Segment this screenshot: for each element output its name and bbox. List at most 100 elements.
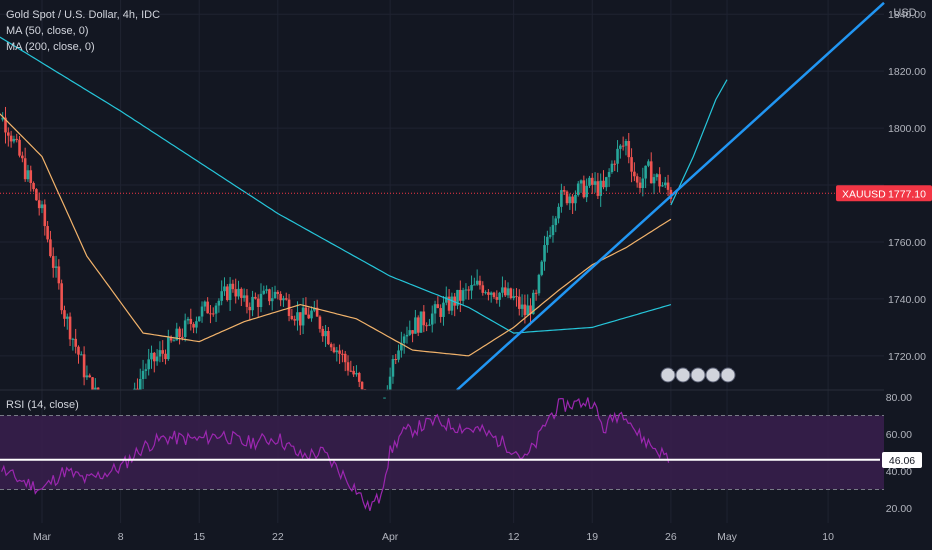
- ma200-line: [0, 36, 672, 334]
- candle-body: [590, 177, 594, 185]
- candle-body: [523, 304, 527, 316]
- candle-body: [54, 266, 58, 268]
- candle-body: [562, 190, 566, 192]
- time-tick-label: May: [717, 531, 738, 543]
- candle-body: [324, 330, 327, 337]
- candle-body: [133, 388, 136, 390]
- candle-body: [315, 307, 319, 317]
- candle-body: [346, 362, 350, 371]
- candle-body: [442, 302, 445, 317]
- price-axis[interactable]: 1840.00 1820.00 1800.00 1760.00 1740.00 1720.…: [888, 9, 926, 363]
- candle-body: [546, 236, 549, 246]
- candle-body: [557, 206, 560, 219]
- candle-body: [436, 304, 440, 309]
- candle-body: [394, 359, 398, 361]
- time-tick-label: 10: [822, 531, 834, 543]
- candle-body: [391, 359, 395, 377]
- chart-title: Gold Spot / U.S. Dollar, 4h, IDC: [6, 9, 160, 21]
- candle-body: [349, 370, 353, 372]
- candle-body: [422, 311, 426, 326]
- event-badge-icon[interactable]: [675, 367, 691, 383]
- candle-body: [60, 283, 63, 311]
- candle-body: [234, 289, 238, 297]
- candle-body: [220, 291, 223, 301]
- event-badge-icon[interactable]: [705, 367, 721, 383]
- candle-body: [228, 283, 232, 301]
- candle-body: [141, 370, 145, 379]
- candle-body: [51, 256, 55, 268]
- candle-body: [605, 177, 608, 188]
- candle-body: [321, 328, 325, 337]
- candle-body: [167, 337, 170, 360]
- candle-body: [307, 314, 311, 319]
- candle-body: [310, 310, 313, 319]
- ma200-legend[interactable]: MA (200, close, 0): [6, 41, 95, 53]
- candle-body: [195, 321, 198, 328]
- candle-body: [484, 292, 487, 294]
- price-tick-label: 1800.00: [888, 123, 926, 135]
- candle-body: [638, 182, 642, 189]
- event-badge-icon[interactable]: [690, 367, 706, 383]
- candle-body: [335, 350, 339, 353]
- candle-body: [602, 180, 605, 188]
- candle-body: [498, 292, 501, 300]
- candle-body: [144, 369, 148, 371]
- candle-body: [158, 350, 162, 357]
- candle-body: [318, 316, 322, 329]
- candle-body: [517, 296, 521, 309]
- candle-body: [579, 180, 583, 184]
- trendline[interactable]: [456, 1, 885, 391]
- event-badge-count: 4: [702, 364, 707, 373]
- candle-body: [616, 148, 619, 164]
- candle-body: [12, 138, 16, 142]
- candle-body: [388, 376, 392, 390]
- ma50-line: [0, 113, 672, 357]
- candle-body: [649, 161, 653, 184]
- candle-body: [296, 312, 299, 321]
- candle-body: [80, 354, 83, 356]
- candle-body: [85, 375, 89, 378]
- candle-body: [251, 296, 254, 311]
- candle-body: [495, 297, 499, 300]
- candle-body: [91, 377, 94, 390]
- candle-body: [304, 307, 308, 315]
- candle-body: [571, 196, 574, 204]
- candle-body: [200, 306, 204, 317]
- candle-body: [568, 196, 572, 204]
- time-tick-label: Apr: [382, 531, 399, 543]
- candle-body: [658, 174, 661, 187]
- candle-body: [360, 381, 364, 390]
- candle-body: [136, 388, 139, 390]
- candle-body: [327, 330, 330, 345]
- candle-body: [663, 182, 667, 186]
- candle-body: [669, 189, 673, 199]
- candle-body: [262, 290, 266, 294]
- ma50-legend[interactable]: MA (50, close, 0): [6, 25, 89, 37]
- time-tick-label: 26: [665, 531, 677, 543]
- candle-body: [32, 182, 35, 190]
- candle-body: [402, 336, 406, 343]
- price-tick-label: 1720.00: [888, 351, 926, 363]
- candle-body: [540, 261, 544, 275]
- event-badge-count: 16: [672, 364, 681, 373]
- candle-body: [178, 328, 181, 337]
- candle-body: [596, 181, 600, 196]
- rsi-axis[interactable]: 80.00 60.00 40.00 20.00: [886, 392, 912, 515]
- event-badge-icon[interactable]: [720, 367, 736, 383]
- time-axis[interactable]: Mar 8 15 22 Apr 12 19 26 May 10: [33, 531, 834, 543]
- candle-body: [77, 346, 80, 355]
- candle-body: [150, 352, 153, 360]
- rsi-tick-label: 60.00: [886, 429, 912, 441]
- candle-body: [138, 378, 142, 390]
- price-tag-symbol: XAUUSD: [842, 188, 886, 200]
- candle-body: [560, 190, 563, 207]
- candle-body: [619, 145, 622, 149]
- candle-body: [164, 353, 167, 360]
- rsi-legend[interactable]: RSI (14, close): [6, 399, 79, 411]
- event-badges[interactable]: 16 3 4 5 4: [660, 364, 737, 383]
- candle-body: [475, 280, 479, 285]
- candle-body: [450, 296, 454, 311]
- event-badge-icon[interactable]: [660, 367, 676, 383]
- candle-body: [433, 304, 437, 314]
